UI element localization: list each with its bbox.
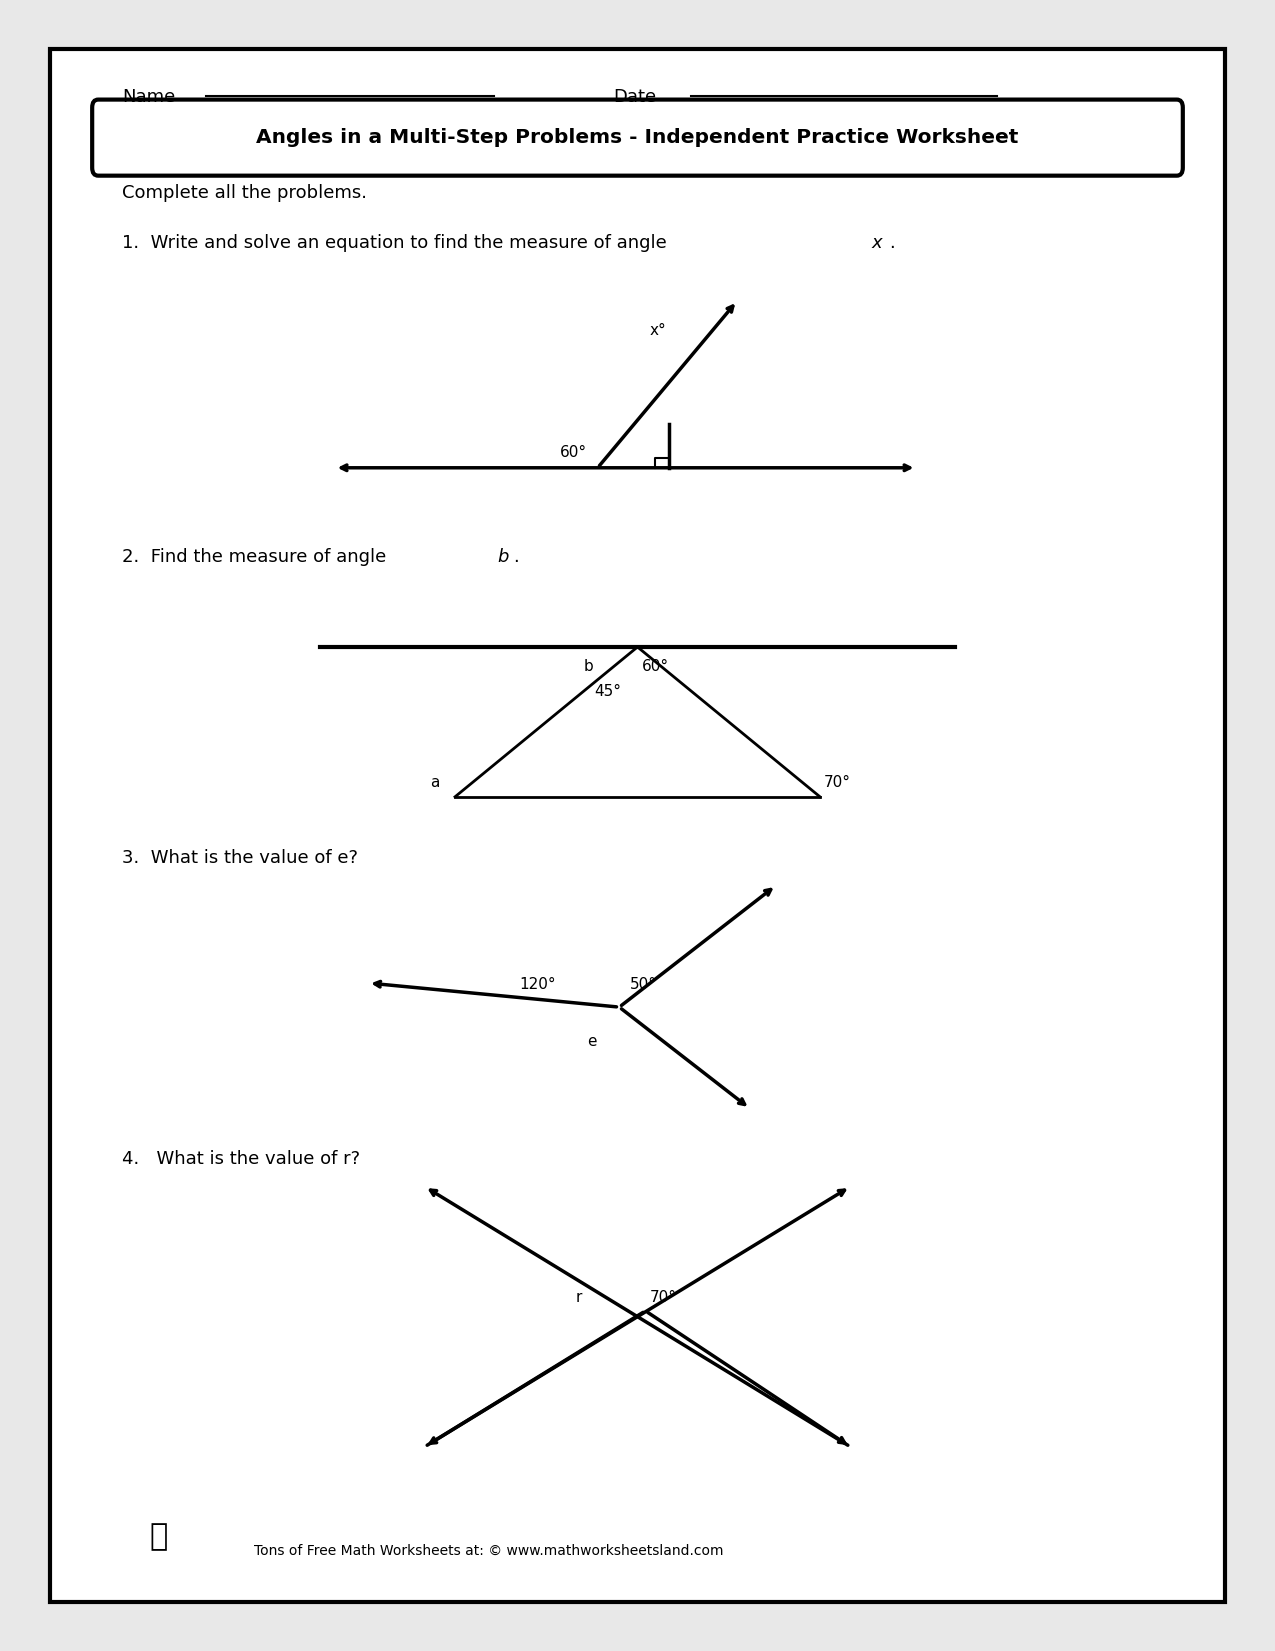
- Text: 60°: 60°: [641, 659, 668, 674]
- Text: Angles in a Multi-Step Problems - Independent Practice Worksheet: Angles in a Multi-Step Problems - Indepe…: [256, 129, 1019, 147]
- Text: Tons of Free Math Worksheets at: © www.mathworksheetsland.com: Tons of Free Math Worksheets at: © www.m…: [254, 1544, 723, 1559]
- Text: Complete all the problems.: Complete all the problems.: [122, 183, 367, 201]
- Text: b: b: [497, 548, 509, 566]
- FancyBboxPatch shape: [92, 99, 1183, 175]
- Text: x: x: [871, 234, 882, 253]
- Text: 45°: 45°: [594, 685, 621, 700]
- Text: e: e: [588, 1034, 597, 1050]
- Text: a: a: [430, 774, 439, 791]
- Text: 1.  Write and solve an equation to find the measure of angle: 1. Write and solve an equation to find t…: [122, 234, 673, 253]
- Text: 🌴: 🌴: [149, 1522, 167, 1552]
- Text: Date: Date: [613, 89, 657, 107]
- Text: 2.  Find the measure of angle: 2. Find the measure of angle: [122, 548, 393, 566]
- FancyBboxPatch shape: [50, 50, 1225, 1601]
- Text: .: .: [513, 548, 519, 566]
- Text: Name: Name: [122, 89, 176, 107]
- Text: 120°: 120°: [519, 977, 556, 992]
- Text: 70°: 70°: [824, 774, 850, 791]
- Text: b: b: [584, 659, 594, 674]
- Text: 4.   What is the value of r?: 4. What is the value of r?: [122, 1151, 361, 1169]
- Text: 3.  What is the value of e?: 3. What is the value of e?: [122, 849, 358, 867]
- Text: r: r: [575, 1289, 581, 1304]
- Text: x°: x°: [649, 322, 667, 338]
- Text: 70°: 70°: [649, 1289, 677, 1304]
- Text: 60°: 60°: [560, 444, 586, 459]
- Text: 50°: 50°: [630, 977, 657, 992]
- Text: .: .: [889, 234, 895, 253]
